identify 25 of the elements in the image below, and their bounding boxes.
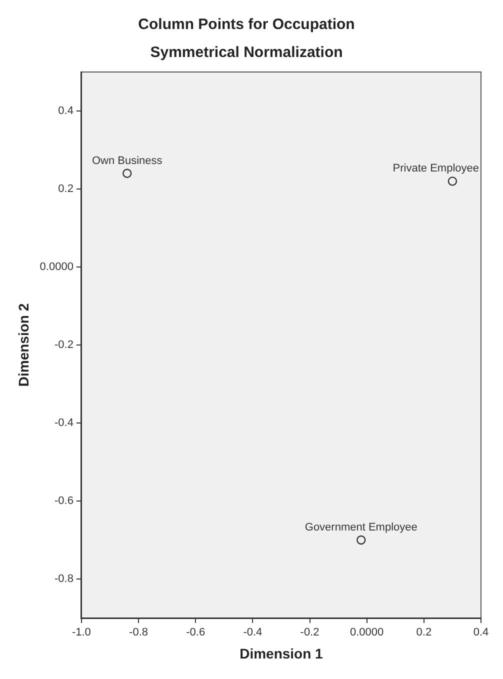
x-axis-title: Dimension 1 [240, 645, 324, 662]
point [448, 176, 458, 186]
y-axis-title: Dimension 2 [15, 303, 32, 387]
series-label: Private Employee [392, 162, 480, 175]
y-tick-label: 0.4 [58, 105, 74, 118]
series-label: Government Employee [304, 522, 418, 534]
y-tick-label: -0.4 [54, 417, 74, 430]
point [122, 168, 132, 178]
y-tick-label: -0.2 [54, 339, 74, 352]
chart-title: Column Points for Occupation [138, 16, 355, 34]
x-tick-label: -1.0 [72, 626, 91, 639]
y-tick-label: -0.6 [54, 495, 74, 508]
x-tick-label: -0.8 [129, 626, 148, 639]
x-tick-label: 0.4 [473, 626, 489, 639]
x-tick-label: 0.0000 [350, 626, 384, 639]
chart-subtitle: Symmetrical Normalization [150, 44, 343, 62]
y-tick-label: 0.0000 [40, 261, 74, 274]
x-tick-label: -0.4 [243, 626, 262, 639]
y-tick-label: 0.2 [58, 183, 74, 196]
y-tick-label: -0.8 [54, 573, 74, 586]
series-label: Own Business [92, 154, 163, 167]
x-tick-label: 0.2 [416, 626, 432, 639]
x-tick-label: -0.6 [186, 626, 206, 639]
x-tick-label: -0.2 [300, 626, 320, 639]
point [356, 535, 366, 545]
